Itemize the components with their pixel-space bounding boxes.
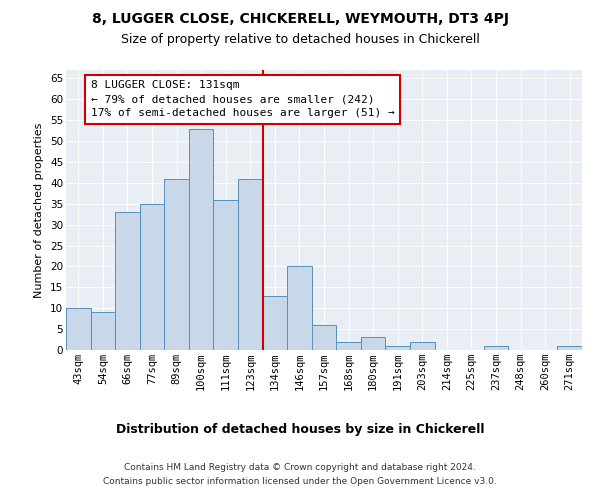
Bar (287, 266, 312, 350)
Bar (238, 178, 263, 350)
Text: 8, LUGGER CLOSE, CHICKERELL, WEYMOUTH, DT3 4PJ: 8, LUGGER CLOSE, CHICKERELL, WEYMOUTH, D… (91, 12, 509, 26)
Bar (410, 342, 434, 350)
Bar (361, 338, 385, 350)
Bar (484, 346, 508, 350)
Bar (140, 204, 164, 350)
Bar (385, 346, 410, 350)
Bar (91, 312, 115, 350)
Bar (312, 325, 336, 350)
Text: Contains HM Land Registry data © Crown copyright and database right 2024.: Contains HM Land Registry data © Crown c… (124, 462, 476, 471)
Bar (164, 178, 189, 350)
Bar (214, 200, 238, 350)
Text: Contains public sector information licensed under the Open Government Licence v3: Contains public sector information licen… (103, 478, 497, 486)
Bar (66, 308, 91, 350)
Bar (263, 296, 287, 350)
Text: Distribution of detached houses by size in Chickerell: Distribution of detached houses by size … (116, 422, 484, 436)
Text: 8 LUGGER CLOSE: 131sqm
← 79% of detached houses are smaller (242)
17% of semi-de: 8 LUGGER CLOSE: 131sqm ← 79% of detached… (91, 80, 394, 118)
Bar (336, 342, 361, 350)
Bar (189, 128, 214, 350)
Bar (557, 346, 582, 350)
Bar (115, 212, 140, 350)
Text: Size of property relative to detached houses in Chickerell: Size of property relative to detached ho… (121, 32, 479, 46)
Y-axis label: Number of detached properties: Number of detached properties (34, 122, 44, 298)
